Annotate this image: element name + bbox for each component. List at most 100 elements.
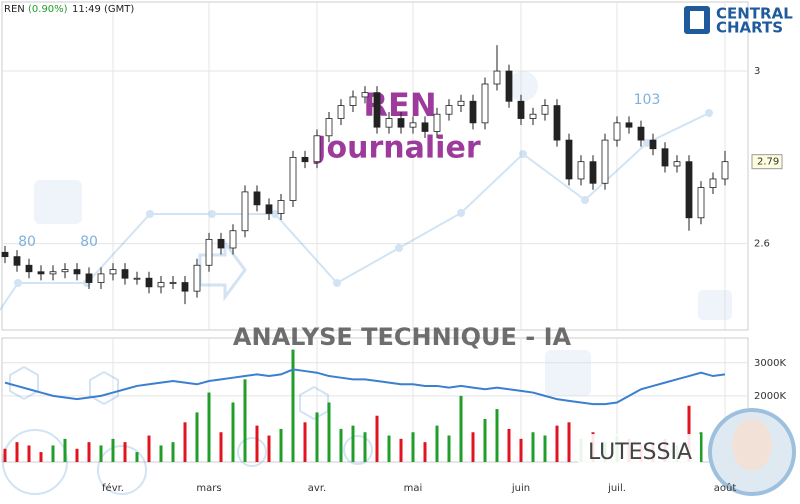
- logo-text: CENTRAL: [716, 5, 793, 23]
- volume-bar: [435, 425, 439, 462]
- x-tick-label: mai: [404, 483, 423, 494]
- last-price: 2.79: [757, 157, 779, 168]
- volume-bar: [363, 432, 367, 462]
- watermark-banner: ANALYSE TECHNIQUE - IA: [233, 323, 572, 351]
- candle-body: [241, 191, 249, 232]
- volume-bar: [423, 442, 427, 462]
- volume-bar: [459, 395, 463, 462]
- candle-body: [457, 100, 465, 106]
- x-tick-label: avr.: [308, 483, 326, 494]
- volume-bar: [471, 432, 475, 462]
- volume-bar: [291, 349, 295, 462]
- point-label: 80: [80, 234, 98, 250]
- candle-body: [589, 161, 597, 184]
- candle-body: [469, 100, 477, 124]
- volume-bar: [159, 445, 163, 462]
- candle-body: [337, 105, 345, 119]
- candle-body: [157, 282, 165, 288]
- candle-body: [181, 282, 189, 292]
- candle-body: [661, 148, 669, 167]
- ai-points: [14, 109, 713, 287]
- candle-body: [529, 113, 537, 119]
- candle-body: [205, 238, 213, 266]
- x-tick-label: août: [714, 482, 737, 494]
- price-panel: [1, 1, 749, 331]
- candle-body: [289, 156, 297, 201]
- candle-body: [229, 230, 237, 249]
- candle-body: [325, 118, 333, 137]
- candle-body: [25, 264, 33, 273]
- candle-body: [517, 100, 525, 119]
- candle-body: [1, 251, 9, 258]
- volume-bar: [207, 392, 211, 462]
- change: (0.90%): [28, 4, 68, 15]
- volume-bar: [267, 435, 271, 462]
- volume-bar: [3, 448, 7, 462]
- volume-bar: [111, 438, 115, 462]
- logo-text: CHARTS: [716, 19, 783, 37]
- arrow-icon: [198, 238, 247, 302]
- last-price-box: [751, 154, 783, 170]
- candle-body: [217, 238, 225, 249]
- volume-bar: [255, 425, 259, 462]
- y-tick-label: 2000K: [754, 391, 786, 402]
- volume-bar: [327, 402, 331, 462]
- volume-bar: [39, 452, 43, 462]
- volume-bar: [171, 442, 175, 462]
- volume-bar: [555, 425, 559, 462]
- brand: LUTESSIA: [588, 440, 692, 465]
- candle-body: [637, 126, 645, 141]
- candle-body: [565, 139, 573, 180]
- volume-bar: [123, 442, 127, 462]
- candle-body: [553, 105, 561, 141]
- candle-body: [109, 269, 117, 275]
- candle-body: [409, 122, 417, 128]
- candle-body: [73, 269, 81, 275]
- symbol: REN: [4, 4, 25, 15]
- volume-bar: [531, 432, 535, 462]
- x-tick-label: juin: [511, 483, 530, 494]
- avatar-face: [732, 419, 772, 471]
- candle-body: [145, 277, 153, 288]
- candle-body: [625, 122, 633, 128]
- volume-bar: [231, 402, 235, 462]
- volume-bar: [339, 428, 343, 462]
- volume-average: [4, 368, 726, 406]
- candle-body: [481, 83, 489, 124]
- watermark-subtitle: Journalier: [313, 131, 480, 166]
- volume-bar: [447, 435, 451, 462]
- logo: CENTRAL CHARTS: [684, 5, 793, 37]
- candle-body: [265, 204, 273, 214]
- candle-body: [13, 256, 21, 266]
- candle-body: [361, 92, 369, 98]
- candle-body: [169, 282, 177, 284]
- volume-bar: [387, 435, 391, 462]
- volume-bar: [219, 432, 223, 462]
- icon: [698, 290, 732, 320]
- volume-bar: [27, 445, 31, 462]
- volume-bar: [15, 442, 19, 462]
- candle-body: [613, 122, 621, 141]
- candle-body: [697, 187, 705, 219]
- icon: [545, 350, 591, 396]
- candle-body: [193, 264, 201, 292]
- y-tick-label: 3000K: [754, 358, 786, 369]
- volume-bar: [303, 422, 307, 462]
- candle-body: [577, 161, 585, 180]
- candle-body: [313, 135, 321, 163]
- candle-body: [709, 178, 717, 188]
- candle-body: [373, 92, 381, 128]
- candle-body: [349, 96, 357, 106]
- candle-body: [685, 161, 693, 219]
- volume-bar: [147, 435, 151, 462]
- candle-body: [493, 70, 501, 85]
- volume-bar: [699, 432, 703, 462]
- ai-line: [0, 112, 710, 311]
- volume-bar: [243, 379, 247, 462]
- volume-bar: [279, 428, 283, 462]
- x-tick-label: juil.: [607, 483, 626, 494]
- candle-body: [37, 271, 45, 275]
- volume-bar: [51, 445, 55, 462]
- point-label: 80: [18, 234, 36, 250]
